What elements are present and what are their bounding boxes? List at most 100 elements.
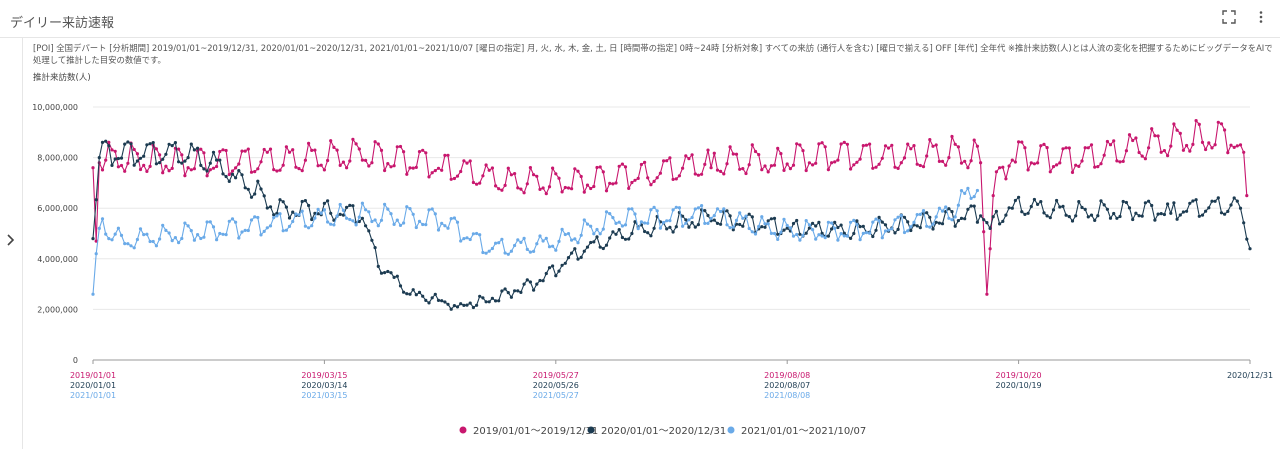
data-point (1013, 198, 1018, 203)
data-point (135, 152, 139, 156)
data-point (310, 217, 314, 222)
data-point (633, 178, 637, 182)
data-point (874, 228, 878, 232)
data-point (858, 238, 862, 242)
data-point (728, 145, 732, 149)
data-point (503, 287, 507, 291)
data-point (186, 156, 190, 160)
data-point (494, 241, 498, 245)
expand-icon[interactable] (1220, 10, 1238, 28)
data-point (148, 239, 152, 244)
data-point (643, 229, 647, 234)
data-point (208, 168, 212, 172)
data-point (440, 168, 444, 172)
data-point (376, 264, 380, 268)
data-point (868, 231, 872, 235)
data-point (535, 242, 539, 246)
data-point (1118, 160, 1122, 164)
data-point (234, 166, 238, 170)
data-point (772, 216, 777, 220)
data-point (649, 208, 653, 212)
data-point (1185, 209, 1189, 213)
data-point (1175, 128, 1179, 132)
data-point (795, 142, 799, 146)
data-point (744, 171, 748, 176)
data-point (506, 252, 510, 256)
data-point (776, 146, 780, 150)
data-point (1178, 131, 1182, 135)
data-point (297, 213, 301, 217)
data-point (760, 225, 764, 229)
data-point (836, 225, 840, 230)
data-point (1188, 201, 1192, 205)
data-point (338, 212, 342, 216)
data-point (963, 159, 967, 163)
data-point (335, 214, 339, 218)
data-point (357, 147, 361, 151)
data-point (107, 144, 111, 148)
data-point (833, 226, 837, 230)
data-point (826, 220, 831, 224)
data-point (1077, 164, 1081, 168)
data-point (421, 294, 425, 298)
data-point (658, 171, 663, 175)
data-point (858, 225, 862, 229)
data-point (738, 167, 742, 171)
data-point (1108, 143, 1113, 147)
data-point (436, 298, 441, 302)
data-point (1210, 146, 1214, 150)
data-point (180, 161, 184, 165)
data-point (186, 224, 190, 228)
data-point (386, 207, 390, 211)
x-tick-label: 2020/12/31 (1227, 371, 1273, 380)
y-tick-label: 10,000,000 (32, 103, 78, 112)
chevron-right-icon[interactable] (6, 234, 16, 250)
data-point (459, 302, 463, 306)
data-point (1200, 213, 1205, 217)
data-point (589, 224, 593, 228)
data-point (921, 165, 926, 169)
data-point (487, 168, 491, 172)
data-point (979, 214, 983, 218)
data-point (842, 234, 846, 238)
data-point (116, 165, 120, 169)
data-point (614, 221, 618, 225)
data-point (110, 163, 114, 167)
data-point (532, 173, 536, 177)
data-point (677, 174, 682, 178)
data-point (386, 269, 390, 274)
data-point (398, 284, 403, 288)
data-point (221, 148, 225, 152)
data-point (719, 169, 723, 173)
data-point (253, 170, 257, 174)
data-point (728, 214, 732, 218)
data-point (494, 184, 498, 188)
data-point (928, 138, 932, 142)
data-point (1013, 160, 1018, 164)
data-point (595, 227, 599, 232)
data-point (871, 166, 875, 170)
data-point (414, 293, 418, 297)
data-point (170, 144, 174, 148)
data-point (693, 172, 697, 176)
data-point (525, 182, 529, 186)
data-point (383, 202, 387, 206)
data-point (516, 186, 520, 190)
data-point (1216, 120, 1220, 124)
data-point (1172, 122, 1176, 126)
data-point (284, 145, 288, 149)
data-point (481, 174, 485, 178)
data-point (849, 220, 853, 224)
data-point (246, 228, 250, 233)
data-point (845, 234, 850, 238)
side-collapse-bar[interactable] (0, 38, 23, 449)
data-point (1169, 211, 1173, 215)
kebab-menu-icon[interactable] (1252, 10, 1270, 28)
x-tick-label: 2020/05/26 (533, 381, 579, 390)
data-point (570, 251, 574, 255)
data-point (256, 167, 260, 171)
data-point (753, 149, 758, 154)
data-point (481, 296, 485, 300)
data-point (665, 159, 669, 163)
data-point (598, 245, 602, 249)
